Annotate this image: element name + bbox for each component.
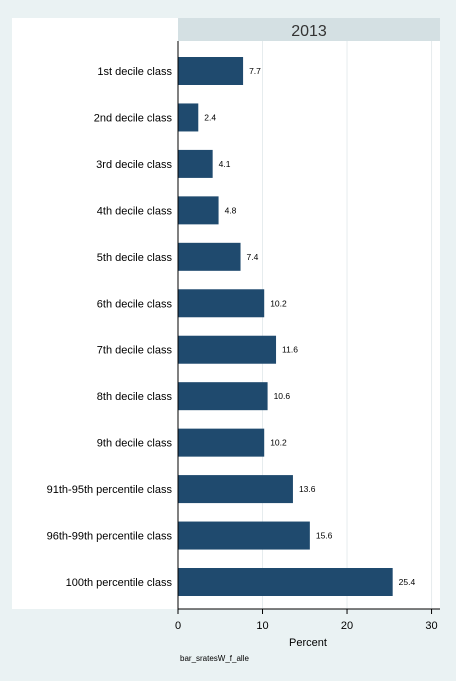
category-label: 2nd decile class: [94, 112, 173, 124]
value-label: 11.6: [282, 345, 298, 355]
value-label: 7.4: [247, 252, 259, 262]
category-label: 8th decile class: [97, 391, 173, 403]
category-label: 100th percentile class: [66, 577, 173, 589]
value-labels: 7.7 2.4 4.1 4.8 7.4 10.2 11.6 10.6 10.2 13.6 15.6 2…: [204, 66, 415, 587]
x-tick-label: 10: [256, 620, 268, 632]
bar: [178, 149, 213, 178]
chart-note: bar_sratesW_f_alle: [180, 654, 249, 663]
bar: [178, 568, 393, 596]
category-label: 6th decile class: [97, 298, 173, 310]
bar: [178, 289, 265, 318]
bar: [178, 475, 293, 504]
category-label: 3rd decile class: [96, 159, 172, 171]
bar: [178, 335, 277, 364]
category-labels: 1st decile class 2nd decile class 3rd deci…: [47, 66, 173, 589]
bar: [178, 196, 219, 225]
value-label: 15.6: [316, 531, 333, 541]
bar: [178, 382, 268, 411]
category-label: 91th-95th percentile class: [47, 484, 173, 496]
value-label: 10.2: [270, 438, 287, 448]
bar: [178, 57, 244, 85]
x-tick-label: 30: [425, 620, 437, 632]
bars: [178, 57, 393, 596]
value-label: 10.6: [274, 391, 291, 401]
bar: [178, 428, 265, 457]
x-tick-label: 0: [175, 620, 181, 632]
category-label: 9th decile class: [97, 438, 173, 450]
value-label: 4.8: [225, 205, 237, 215]
value-label: 13.6: [299, 484, 316, 494]
axes: 0 10 20 30: [175, 41, 440, 632]
bar: [178, 103, 199, 132]
category-label: 96th-99th percentile class: [47, 531, 173, 543]
category-label: 4th decile class: [97, 205, 173, 217]
category-label: 1st decile class: [97, 66, 172, 78]
value-label: 10.2: [270, 298, 287, 308]
category-label: 7th decile class: [97, 345, 173, 357]
value-label: 4.1: [219, 159, 231, 169]
bar: [178, 242, 241, 271]
value-label: 25.4: [399, 577, 416, 587]
category-label: 5th decile class: [97, 252, 173, 264]
title-band: [178, 18, 440, 41]
value-label: 2.4: [204, 112, 216, 122]
value-label: 7.7: [249, 66, 261, 76]
grid-lines: [262, 41, 433, 609]
x-tick-label: 20: [341, 620, 353, 632]
bar: [178, 521, 310, 550]
chart-title: 2013: [291, 23, 327, 40]
x-axis-label: Percent: [289, 637, 327, 649]
